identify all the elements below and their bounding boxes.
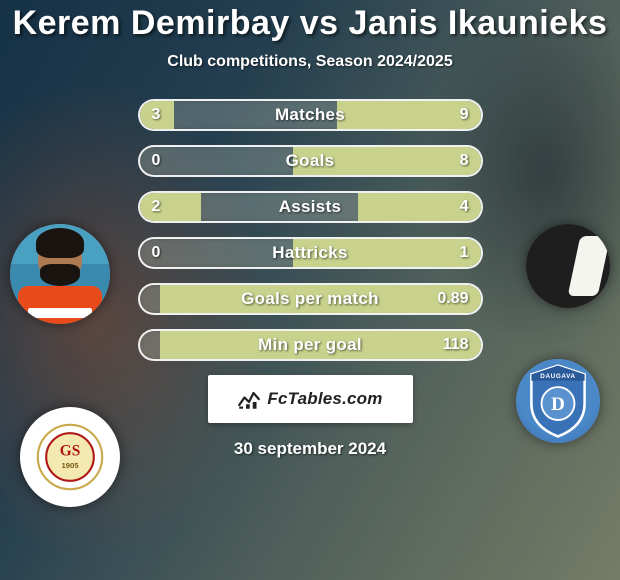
stat-row-goals: 0 Goals 8 bbox=[138, 145, 483, 177]
stat-value-right: 4 bbox=[460, 193, 469, 221]
stat-label: Goals per match bbox=[140, 285, 481, 313]
player-left-avatar bbox=[10, 224, 110, 324]
stat-row-hattricks: 0 Hattricks 1 bbox=[138, 237, 483, 269]
club-left-badge: GS 1905 bbox=[20, 407, 120, 507]
svg-text:1905: 1905 bbox=[61, 461, 79, 470]
club-right-badge: DAUGAVA D bbox=[516, 359, 600, 443]
stat-label: Min per goal bbox=[140, 331, 481, 359]
stat-row-min-per-goal: Min per goal 118 bbox=[138, 329, 483, 361]
container: Kerem Demirbay vs Janis Ikaunieks Club c… bbox=[0, 0, 620, 580]
stat-label: Assists bbox=[140, 193, 481, 221]
stat-value-right: 118 bbox=[443, 331, 469, 359]
branding-text: FcTables.com bbox=[267, 389, 382, 409]
subtitle: Club competitions, Season 2024/2025 bbox=[0, 53, 620, 71]
stat-value-right: 1 bbox=[460, 239, 469, 267]
stat-label: Matches bbox=[140, 101, 481, 129]
stat-value-right: 9 bbox=[460, 101, 469, 129]
player-left-portrait bbox=[10, 224, 110, 324]
galatasaray-icon: GS 1905 bbox=[20, 407, 120, 507]
branding-badge: FcTables.com bbox=[208, 375, 413, 423]
player-right-avatar bbox=[526, 224, 610, 308]
comparison-panel: GS 1905 DAUGAVA D 3 bbox=[0, 99, 620, 459]
stat-row-goals-per-match: Goals per match 0.89 bbox=[138, 283, 483, 315]
stat-row-assists: 2 Assists 4 bbox=[138, 191, 483, 223]
stat-bars: 3 Matches 9 0 Goals 8 2 Assists 4 bbox=[138, 99, 483, 361]
stat-label: Goals bbox=[140, 147, 481, 175]
svg-text:DAUGAVA: DAUGAVA bbox=[540, 373, 576, 380]
svg-text:D: D bbox=[551, 394, 565, 415]
svg-text:GS: GS bbox=[60, 443, 81, 460]
stat-label: Hattricks bbox=[140, 239, 481, 267]
daugava-icon: DAUGAVA D bbox=[516, 359, 600, 443]
stat-value-right: 0.89 bbox=[437, 285, 468, 313]
stat-value-right: 8 bbox=[460, 147, 469, 175]
chart-icon bbox=[237, 387, 261, 411]
page-title: Kerem Demirbay vs Janis Ikaunieks bbox=[0, 4, 620, 43]
player-right-portrait bbox=[526, 224, 610, 308]
stat-row-matches: 3 Matches 9 bbox=[138, 99, 483, 131]
